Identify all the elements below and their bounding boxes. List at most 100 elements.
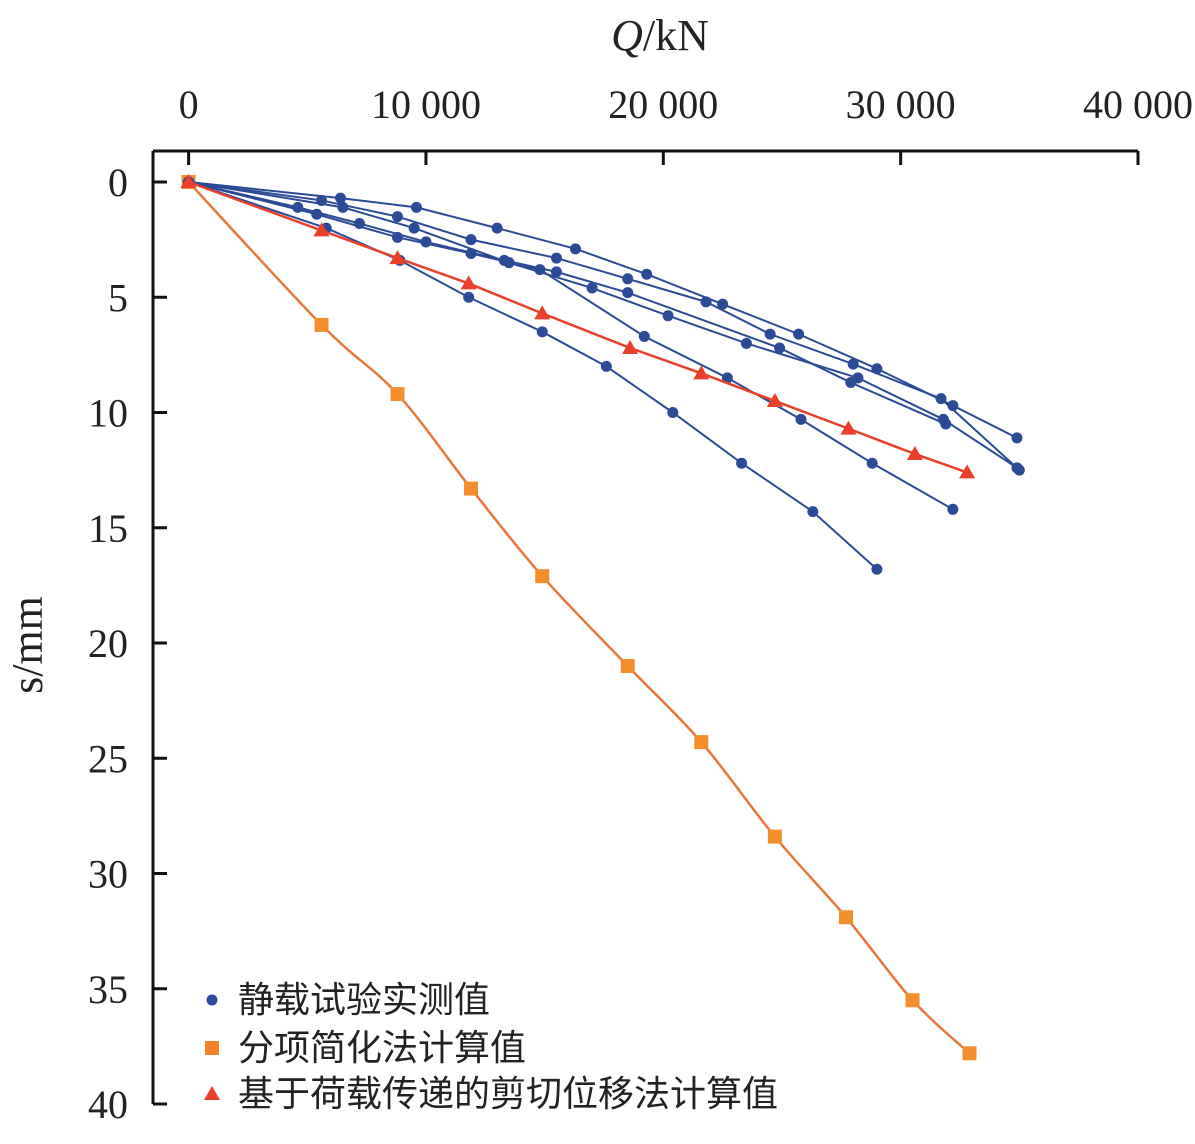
legend-marker-square [205, 1041, 219, 1055]
y-tick-label: 25 [88, 736, 128, 781]
x-axis-title-symbol: Q [611, 11, 643, 60]
data-point-shear [313, 222, 330, 237]
legend-item-square: 分项简化法计算值 [205, 1028, 526, 1069]
data-point-measured [622, 273, 634, 285]
legend-item-circle: 静载试验实测值 [206, 980, 490, 1021]
y-tick-label: 20 [88, 621, 128, 666]
data-point-measured [337, 201, 349, 213]
legend-marker-triangle [204, 1086, 220, 1100]
data-point-measured [410, 201, 422, 213]
legend-label: 分项简化法计算值 [238, 1028, 526, 1069]
axes: 0 10 000 20 000 30 000 40 000 0 5 10 15 20 25 30 35 4… [88, 82, 1193, 1127]
data-point-simplified [620, 659, 635, 674]
data-point-measured [667, 407, 679, 418]
x-tick-label: 20 000 [608, 82, 718, 127]
series-line-measured [188, 181, 1021, 471]
data-point-measured [774, 342, 786, 354]
data-point-measured [807, 506, 819, 518]
data-point-shear [840, 420, 857, 435]
series-measured-5 [183, 176, 883, 575]
data-point-simplified [962, 1046, 977, 1061]
data-point-measured [465, 234, 477, 246]
data-point-simplified [905, 993, 920, 1008]
data-point-measured [662, 310, 674, 322]
data-point-measured [586, 282, 598, 294]
data-point-measured [717, 298, 729, 310]
data-point-simplified [390, 387, 405, 402]
legend-item-triangle: 基于荷载传递的剪切位移法计算值 [204, 1074, 778, 1115]
legend-label: 基于荷载传递的剪切位移法计算值 [238, 1074, 778, 1115]
data-point-shear [622, 339, 639, 354]
data-point-measured [947, 503, 959, 515]
data-point-shear [534, 305, 551, 320]
data-point-measured [871, 563, 883, 575]
data-point-measured [536, 326, 548, 338]
x-axis-title-unit: /kN [643, 11, 709, 60]
data-point-measured [408, 222, 420, 234]
data-point-measured [569, 243, 581, 255]
data-point-measured [465, 247, 477, 259]
y-tick-label: 0 [108, 160, 128, 205]
data-point-shear [906, 445, 923, 460]
y-axis-title: s/mm [3, 596, 52, 694]
series-measured-0 [183, 176, 1023, 444]
data-point-simplified [694, 735, 709, 750]
series-measured-3 [183, 176, 952, 430]
series-line-measured [188, 181, 878, 570]
x-axis-title: Q/kN [611, 11, 709, 60]
data-point-measured [795, 413, 807, 425]
data-point-measured [391, 231, 403, 243]
data-point-measured [335, 192, 347, 204]
data-point-measured [638, 330, 650, 342]
data-point-measured [491, 222, 503, 234]
data-point-simplified [464, 481, 479, 496]
y-tick-label: 15 [88, 506, 128, 551]
data-point-measured [700, 296, 712, 308]
data-point-simplified [767, 829, 782, 844]
data-point-measured [940, 418, 952, 430]
data-point-measured [740, 337, 752, 349]
data-point-simplified [314, 317, 329, 332]
data-point-measured [622, 287, 634, 299]
data-point-simplified [839, 910, 854, 925]
data-point-measured [1011, 462, 1023, 474]
data-point-shear [389, 250, 406, 265]
data-point-shear [180, 174, 197, 188]
series-simplified-6 [181, 175, 977, 1061]
series-measured-2 [183, 176, 1023, 474]
data-point-measured [463, 291, 475, 303]
data-point-shear [766, 392, 783, 407]
data-point-measured [391, 211, 403, 223]
data-point-measured [600, 360, 612, 372]
series-line-simplified [187, 181, 971, 1055]
data-point-measured [534, 264, 546, 276]
data-point-measured [311, 208, 323, 220]
data-point-shear [693, 365, 710, 380]
data-point-measured [721, 372, 733, 384]
data-point-measured [764, 328, 776, 340]
data-point-simplified [535, 569, 550, 584]
data-point-measured [866, 457, 878, 469]
data-point-measured [1011, 432, 1023, 444]
plot-area [180, 174, 1025, 1061]
series-measured-1 [183, 176, 1025, 476]
data-point-measured [793, 328, 805, 340]
x-tick-label: 0 [179, 82, 199, 127]
legend-marker-circle [206, 994, 218, 1006]
series-line-measured [188, 181, 1018, 469]
data-point-measured [736, 457, 748, 469]
series-measured-4 [183, 176, 959, 515]
data-point-measured [845, 377, 857, 389]
y-tick-label: 30 [88, 852, 128, 897]
data-point-measured [935, 393, 947, 405]
x-tick-label: 40 000 [1083, 82, 1193, 127]
y-tick-label: 40 [88, 1082, 128, 1127]
y-tick-label: 35 [88, 967, 128, 1012]
data-point-measured [550, 252, 562, 264]
x-tick-label: 10 000 [371, 82, 481, 127]
series-line-measured [188, 181, 947, 425]
data-point-measured [847, 358, 859, 370]
series-shear-7 [180, 174, 976, 479]
